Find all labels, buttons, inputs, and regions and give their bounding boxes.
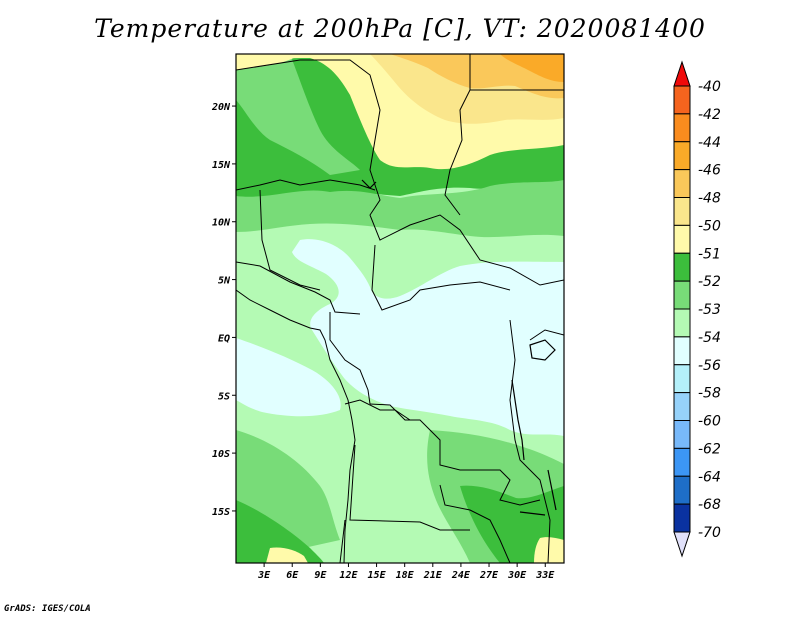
lat-tick-label: EQ <box>218 333 230 344</box>
map-title: Temperature at 200hPa [C], VT: 202008140… <box>94 14 706 43</box>
colorbar-cell <box>673 503 691 533</box>
field-zone-yellow-southwest <box>266 547 308 563</box>
lon-tick-label: 9E <box>314 570 327 581</box>
lat-tick-label: 10S <box>212 449 230 460</box>
lat-tick-label: 5N <box>218 276 231 287</box>
colorbar-cell <box>673 141 691 171</box>
border-line-east <box>529 329 564 341</box>
border-line-eastlakes <box>509 319 551 563</box>
lon-tick-label: 33E <box>535 570 555 581</box>
colorbar-label: -54 <box>698 330 721 346</box>
country-borders <box>236 54 564 563</box>
border-line-congo-drc <box>369 403 541 506</box>
colorbar-cell <box>673 197 691 226</box>
colorbar-label: -50 <box>698 218 721 234</box>
colorbar-label: -56 <box>698 358 721 374</box>
lake-malawi <box>547 469 557 511</box>
border-line-gulf <box>236 261 361 315</box>
colorbar-cell <box>673 364 691 394</box>
field-zone-dark-green-south <box>236 500 324 563</box>
colorbar-label: -70 <box>698 525 721 541</box>
lakes <box>361 179 557 516</box>
lake-tanganyika <box>511 379 525 461</box>
border-line-sahel <box>236 179 376 191</box>
border-line-north <box>236 59 564 286</box>
lat-tick-label: 15S <box>212 507 230 518</box>
border-line-zambia <box>439 484 511 563</box>
lake-chad <box>361 179 377 189</box>
colorbar-label: -62 <box>698 441 721 457</box>
field-zone-medium-green-north <box>236 180 564 238</box>
latitude-axis: 20N 15N 10N 5N EQ 5S 10S 15S <box>211 102 236 518</box>
colorbar-label: -64 <box>698 469 721 485</box>
lon-tick-label: 12E <box>339 570 358 581</box>
lon-tick-label: 21E <box>423 570 443 581</box>
colorbar-top-triangle <box>673 60 691 87</box>
lat-tick-label: 5S <box>218 391 230 402</box>
colorbar-cell <box>673 113 691 143</box>
lon-tick-label: 27E <box>479 570 499 581</box>
lat-tick-label: 10N <box>212 218 231 229</box>
border-line-congo-north <box>371 244 511 311</box>
colorbar-cell <box>673 392 691 421</box>
colorbar-cell <box>673 308 691 338</box>
lon-tick-label: 3E <box>257 570 271 581</box>
colorbar-label: -42 <box>698 107 721 123</box>
border-line-angola-south <box>349 444 470 531</box>
coast-west <box>236 289 356 563</box>
colorbar-cell <box>673 85 691 115</box>
colorbar-label: -44 <box>698 135 721 151</box>
border-line-namibia <box>339 519 346 563</box>
colorbar-label: -40 <box>698 79 721 95</box>
colorbar-label: -58 <box>698 386 721 402</box>
temperature-field <box>236 54 564 563</box>
lon-tick-label: 15E <box>368 570 387 581</box>
lon-tick-label: 18E <box>396 570 415 581</box>
colorbar-cell <box>673 280 691 310</box>
colorbar-cell <box>673 169 691 198</box>
grads-credit: GrADS: IGES/COLA <box>4 604 91 614</box>
colorbar-label: -46 <box>698 163 721 179</box>
lon-tick-label: 24E <box>451 570 471 581</box>
border-line-congo-west <box>329 312 371 405</box>
colorbar-label: -52 <box>698 274 721 290</box>
lat-tick-label: 20N <box>211 102 231 113</box>
field-zone-yellow-northwest-strip <box>236 54 300 70</box>
colorbar-cell <box>673 224 691 254</box>
colorbar-label: -60 <box>698 414 721 430</box>
lat-tick-label: 15N <box>212 160 231 171</box>
lake-victoria <box>529 339 556 361</box>
colorbar: -40 -42 -44 -46 -48 -50 -51 -52 -53 -54 -56 -58 -60 -… <box>673 60 721 558</box>
border-line-angola <box>344 399 411 421</box>
field-zone-dark-orange <box>500 54 564 82</box>
colorbar-cell <box>673 336 691 366</box>
colorbar-label: -68 <box>698 497 721 513</box>
field-zone-cyan-central <box>292 239 564 436</box>
longitude-axis: 3E 6E 9E 12E 15E 18E 21E 24E 27E 30E 33E <box>257 563 555 581</box>
lon-tick-label: 30E <box>507 570 527 581</box>
colorbar-bottom-triangle <box>673 531 691 558</box>
colorbar-label: -51 <box>698 246 721 262</box>
border-line-westafrica <box>259 189 321 291</box>
colorbar-label: -48 <box>698 191 721 207</box>
field-zone-medium-green-west <box>236 54 360 175</box>
colorbar-cell <box>673 475 691 505</box>
colorbar-cell <box>673 420 691 449</box>
lake-kariba <box>519 511 546 516</box>
lon-tick-label: 6E <box>286 570 299 581</box>
map-frame <box>235 53 565 564</box>
colorbar-label: -53 <box>698 302 721 318</box>
colorbar-cell <box>673 252 691 282</box>
colorbar-cell <box>673 447 691 477</box>
field-zone-cyan-southwest <box>236 338 341 417</box>
